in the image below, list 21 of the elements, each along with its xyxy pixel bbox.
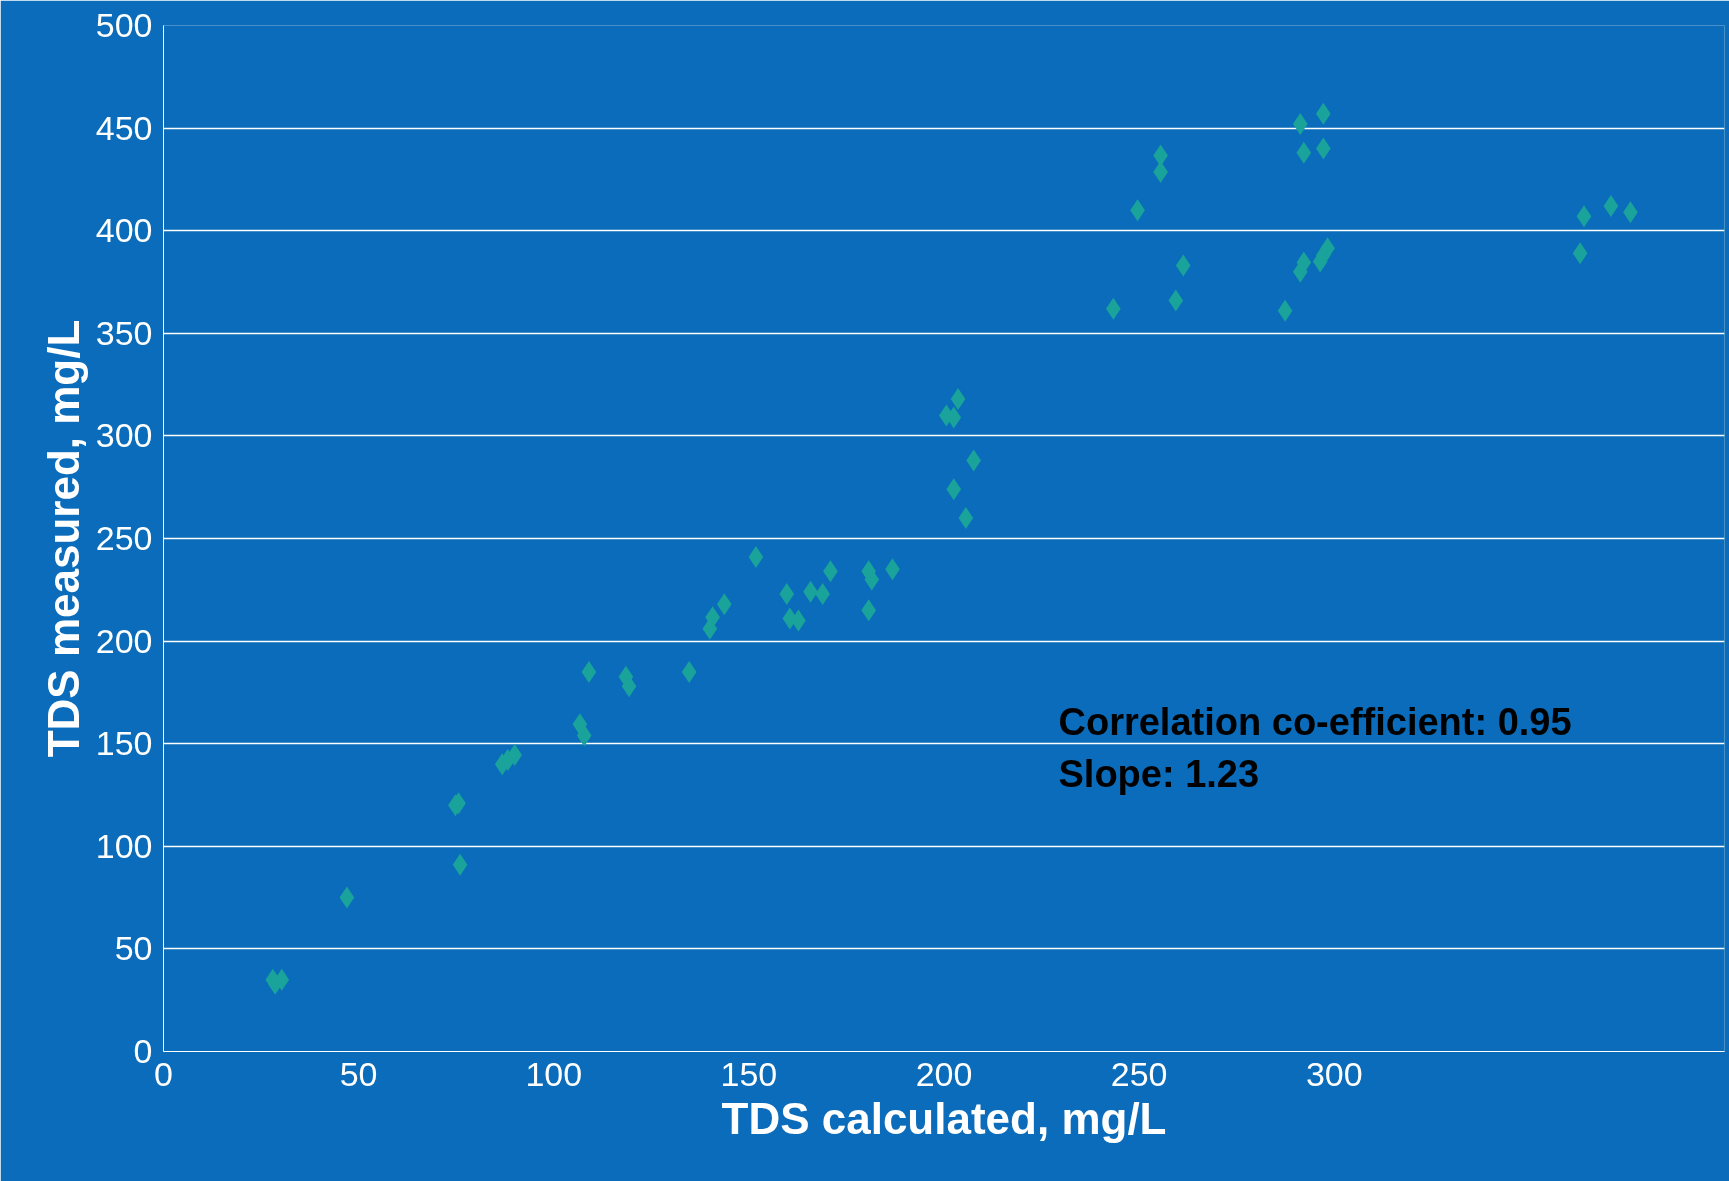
x-tick-label: 50 — [339, 1054, 378, 1093]
y-tick-label: 500 — [95, 6, 153, 44]
annotation: Slope: 1.23 — [1058, 752, 1260, 795]
y-tick-label: 450 — [95, 108, 153, 147]
x-tick-label: 150 — [720, 1054, 778, 1093]
y-tick-label: 300 — [95, 416, 153, 455]
y-axis-title: TDS measured, mg/L — [38, 319, 88, 758]
y-tick-label: 150 — [95, 724, 153, 763]
y-tick-label: 250 — [95, 519, 153, 557]
point — [1292, 113, 1308, 135]
y-tick-label: 100 — [95, 826, 153, 865]
x-axis-title: TDS calculated, mg/L — [721, 1093, 1167, 1143]
x-tick-label: 300 — [1305, 1054, 1363, 1093]
x-tick-label: 100 — [525, 1054, 583, 1093]
y-tick-label: 350 — [95, 313, 153, 352]
y-tick-label: 200 — [95, 621, 153, 660]
x-tick-label: 200 — [915, 1054, 973, 1093]
y-tick-label: 50 — [114, 929, 153, 968]
y-tick-label: 400 — [95, 211, 153, 250]
x-tick-label: 250 — [1110, 1054, 1168, 1093]
annotation: Correlation co-efficient: 0.95 — [1058, 700, 1572, 743]
